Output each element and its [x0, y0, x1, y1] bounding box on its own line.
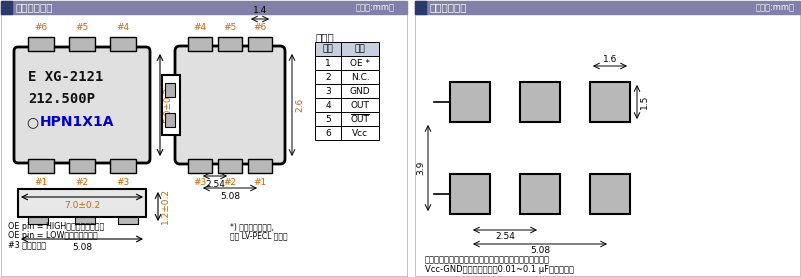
Text: #5: #5 — [75, 23, 89, 32]
Text: 1.4: 1.4 — [253, 6, 267, 15]
Text: 外部尺寸规格: 外部尺寸规格 — [16, 2, 54, 12]
Text: 5.08: 5.08 — [530, 246, 550, 255]
Text: 6: 6 — [325, 129, 331, 137]
Bar — [590, 82, 630, 122]
Text: #3 连接到外壳: #3 连接到外壳 — [8, 240, 46, 249]
Bar — [110, 159, 136, 173]
Text: OUT: OUT — [351, 101, 369, 109]
Text: Vcc-GND之间）添加一个0.01~0.1 μF的去耦电容: Vcc-GND之间）添加一个0.01~0.1 μF的去耦电容 — [425, 265, 574, 274]
Text: OE *: OE * — [350, 58, 370, 68]
Bar — [28, 159, 54, 173]
Bar — [69, 37, 95, 51]
Text: #2: #2 — [75, 178, 89, 187]
Text: OE pin = LOW：输出为高阻抗: OE pin = LOW：输出为高阻抗 — [8, 231, 98, 240]
Text: 2.6: 2.6 — [295, 98, 304, 112]
Text: 1.2±0.2: 1.2±0.2 — [161, 189, 170, 224]
Bar — [315, 42, 379, 56]
Bar — [248, 159, 272, 173]
Text: 1.6: 1.6 — [603, 55, 618, 64]
Text: 引脚图: 引脚图 — [315, 32, 334, 42]
Text: 4: 4 — [325, 101, 331, 109]
Bar — [165, 113, 175, 127]
Text: 5: 5 — [325, 114, 331, 124]
Bar — [248, 37, 272, 51]
Text: Vcc: Vcc — [352, 129, 368, 137]
Text: 212.500P: 212.500P — [28, 92, 95, 106]
Text: GND: GND — [350, 86, 370, 96]
FancyBboxPatch shape — [14, 47, 150, 163]
Text: 7.0±0.2: 7.0±0.2 — [64, 201, 100, 210]
Bar — [520, 174, 560, 214]
Text: 2.54: 2.54 — [205, 180, 225, 189]
Bar — [415, 1, 426, 14]
Bar — [590, 174, 630, 214]
Text: #3: #3 — [193, 178, 207, 187]
Text: #4: #4 — [116, 23, 130, 32]
Text: N.C.: N.C. — [351, 73, 369, 81]
Text: #4: #4 — [193, 23, 207, 32]
Bar — [315, 126, 379, 140]
Text: （单位:mm）: （单位:mm） — [756, 3, 795, 12]
Text: #6: #6 — [34, 23, 47, 32]
Text: 引脚: 引脚 — [323, 45, 333, 53]
Text: E XG-2121: E XG-2121 — [28, 70, 103, 84]
Bar — [450, 82, 490, 122]
Text: 推荐焊盘尺寸: 推荐焊盘尺寸 — [430, 2, 468, 12]
Text: 3.9: 3.9 — [416, 161, 425, 175]
Text: #2: #2 — [223, 178, 236, 187]
Bar — [165, 83, 175, 97]
Text: （只 LV-PECL 输出）: （只 LV-PECL 输出） — [230, 231, 288, 240]
Text: *) 内置的备用功能,: *) 内置的备用功能, — [230, 222, 274, 231]
Text: OUT: OUT — [351, 114, 369, 124]
Text: ○: ○ — [26, 115, 38, 129]
Bar — [315, 56, 379, 70]
Bar — [218, 37, 242, 51]
Text: #1: #1 — [253, 178, 267, 187]
Bar — [450, 174, 490, 214]
FancyBboxPatch shape — [175, 46, 285, 164]
Bar — [315, 112, 379, 126]
Bar — [18, 189, 146, 217]
Bar — [188, 37, 212, 51]
Bar — [28, 217, 48, 224]
Bar — [188, 159, 212, 173]
Text: 1.5: 1.5 — [640, 95, 649, 109]
Bar — [69, 159, 95, 173]
Bar — [162, 75, 180, 135]
Text: （单位:mm）: （单位:mm） — [356, 3, 395, 12]
Bar — [315, 84, 379, 98]
Bar — [1, 1, 12, 14]
Text: 2.54: 2.54 — [495, 232, 515, 241]
Text: 2: 2 — [325, 73, 331, 81]
Text: #5: #5 — [223, 23, 236, 32]
Bar — [1, 1, 407, 14]
Text: 1: 1 — [325, 58, 331, 68]
Bar — [118, 217, 138, 224]
Text: 连接: 连接 — [355, 45, 365, 53]
Bar — [28, 37, 54, 51]
Bar — [415, 1, 800, 14]
Bar — [1, 14, 407, 276]
Text: 3: 3 — [325, 86, 331, 96]
Text: #3: #3 — [116, 178, 130, 187]
Text: HPN1X1A: HPN1X1A — [40, 115, 115, 129]
Text: 5.08: 5.08 — [72, 243, 92, 252]
Bar — [315, 70, 379, 84]
Text: 5.08: 5.08 — [220, 192, 240, 201]
Text: #6: #6 — [253, 23, 267, 32]
Bar — [415, 14, 800, 276]
Bar — [218, 159, 242, 173]
Text: #1: #1 — [34, 178, 47, 187]
Text: OE pin = HIGH：指定的频率输出: OE pin = HIGH：指定的频率输出 — [8, 222, 104, 231]
Bar — [75, 217, 95, 224]
Bar — [315, 98, 379, 112]
Text: 为了维持稳定运行，在接近晶体产品的电源输入端处（在: 为了维持稳定运行，在接近晶体产品的电源输入端处（在 — [425, 255, 550, 264]
Text: 5.0±0.2: 5.0±0.2 — [163, 87, 172, 123]
Bar — [110, 37, 136, 51]
Bar — [520, 82, 560, 122]
